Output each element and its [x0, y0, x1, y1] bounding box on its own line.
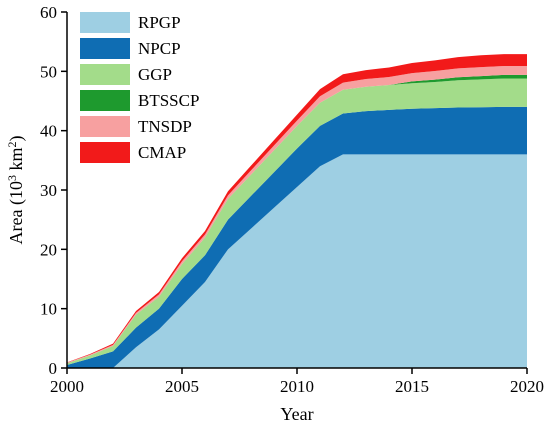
legend-label-cmap: CMAP — [138, 143, 186, 162]
y-tick-label: 0 — [49, 359, 58, 378]
x-tick-label: 2015 — [395, 377, 429, 396]
y-axis-title-part2: km — [6, 148, 26, 176]
area-npcp — [67, 106, 527, 369]
legend-label-rpgp: RPGP — [138, 13, 181, 32]
y-tick-label: 60 — [40, 3, 57, 22]
legend-label-btsscp: BTSSCP — [138, 91, 199, 110]
y-axis-title-sup1: 3 — [5, 175, 19, 181]
legend-label-ggp: GGP — [138, 65, 172, 84]
x-ticks: 2000 2005 2010 2015 2020 — [50, 368, 544, 396]
x-tick-label: 2020 — [510, 377, 544, 396]
y-axis-title-part1: Area (10 — [6, 181, 27, 244]
x-tick-label: 2000 — [50, 377, 84, 396]
legend-swatch-npcp — [80, 38, 130, 59]
y-tick-label: 20 — [40, 240, 57, 259]
area-tnsdp — [67, 65, 527, 364]
legend-swatch-tnsdp — [80, 116, 130, 137]
x-axis-title: Year — [280, 404, 313, 424]
area-ggp — [67, 78, 527, 366]
y-tick-label: 40 — [40, 122, 57, 141]
legend-swatch-cmap — [80, 142, 130, 163]
y-tick-label: 30 — [40, 181, 57, 200]
legend-swatch-ggp — [80, 64, 130, 85]
y-tick-label: 10 — [40, 300, 57, 319]
stacked-areas — [67, 54, 527, 369]
area-rpgp — [67, 154, 527, 368]
legend-swatch-btsscp — [80, 90, 130, 111]
y-axis-title-sup2: 2 — [5, 142, 19, 148]
y-axis-title-part3: ) — [6, 136, 27, 142]
y-ticks: 0 10 20 30 40 50 60 — [40, 3, 67, 378]
y-tick-label: 50 — [40, 62, 57, 81]
legend-swatch-rpgp — [80, 12, 130, 33]
x-tick-label: 2010 — [280, 377, 314, 396]
x-tick-label: 2005 — [165, 377, 199, 396]
area-cmap — [67, 54, 527, 363]
legend: RPGP NPCP GGP BTSSCP TNSDP CMAP — [80, 12, 199, 163]
y-axis-title: Area (103 km2) — [5, 136, 27, 245]
legend-label-npcp: NPCP — [138, 39, 181, 58]
legend-label-tnsdp: TNSDP — [138, 117, 192, 136]
